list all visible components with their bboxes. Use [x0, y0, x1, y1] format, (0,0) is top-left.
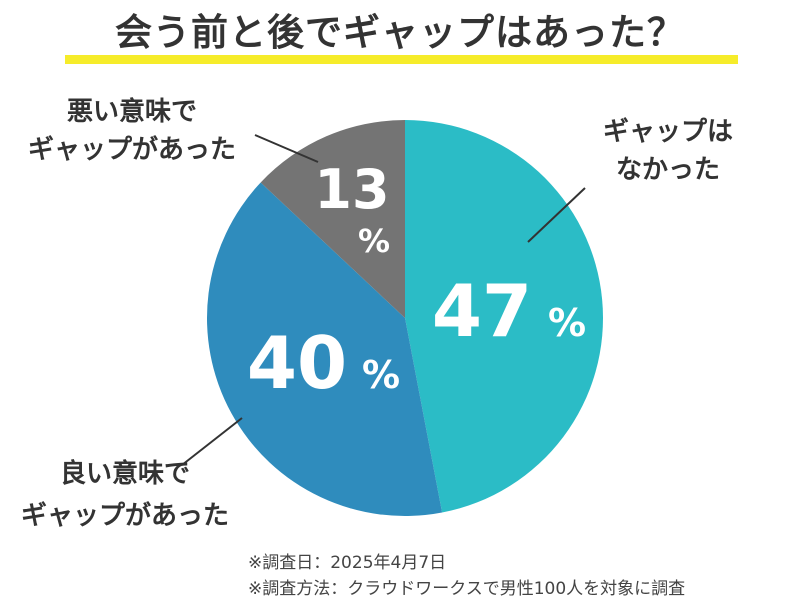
slice-label-line: ギャップは: [603, 117, 733, 147]
slice-label-line: なかった: [616, 155, 720, 185]
slice-value-good-gap: 40: [247, 321, 347, 405]
slice-label-line: ギャップがあった: [21, 500, 229, 531]
slice-value-bad-gap: 13: [314, 158, 389, 221]
pie-slice-bad-gap: [260, 120, 405, 318]
slice-percent-bad-gap: %: [358, 222, 390, 260]
slice-label-line: 悪い意味で: [67, 96, 197, 127]
chart-title: 会う前と後でギャップはあった？: [115, 11, 685, 54]
footnote-survey-method: ※調査方法：クラウドワークスで男性100人を対象に調査: [248, 579, 686, 599]
leader-line-no-gap: [527, 187, 586, 243]
pie-slice-good-gap: [207, 182, 443, 516]
slice-label-no-gap: ギャップはなかった: [603, 117, 733, 185]
slice-label-line: ギャップがあった: [28, 134, 236, 165]
title-underline: [65, 55, 738, 64]
slice-label-bad-gap: 悪い意味でギャップがあった: [28, 96, 236, 165]
footnote-survey-date: ※調査日：2025年4月7日: [248, 553, 447, 573]
leader-line-good-gap: [181, 417, 243, 466]
slice-percent-no-gap: %: [548, 301, 586, 345]
leader-line-bad-gap: [254, 134, 319, 163]
slice-label-good-gap: 良い意味でギャップがあった: [21, 458, 229, 531]
slice-value-no-gap: 47: [432, 269, 532, 353]
slice-label-line: 良い意味で: [60, 458, 190, 489]
slice-percent-good-gap: %: [362, 353, 400, 397]
